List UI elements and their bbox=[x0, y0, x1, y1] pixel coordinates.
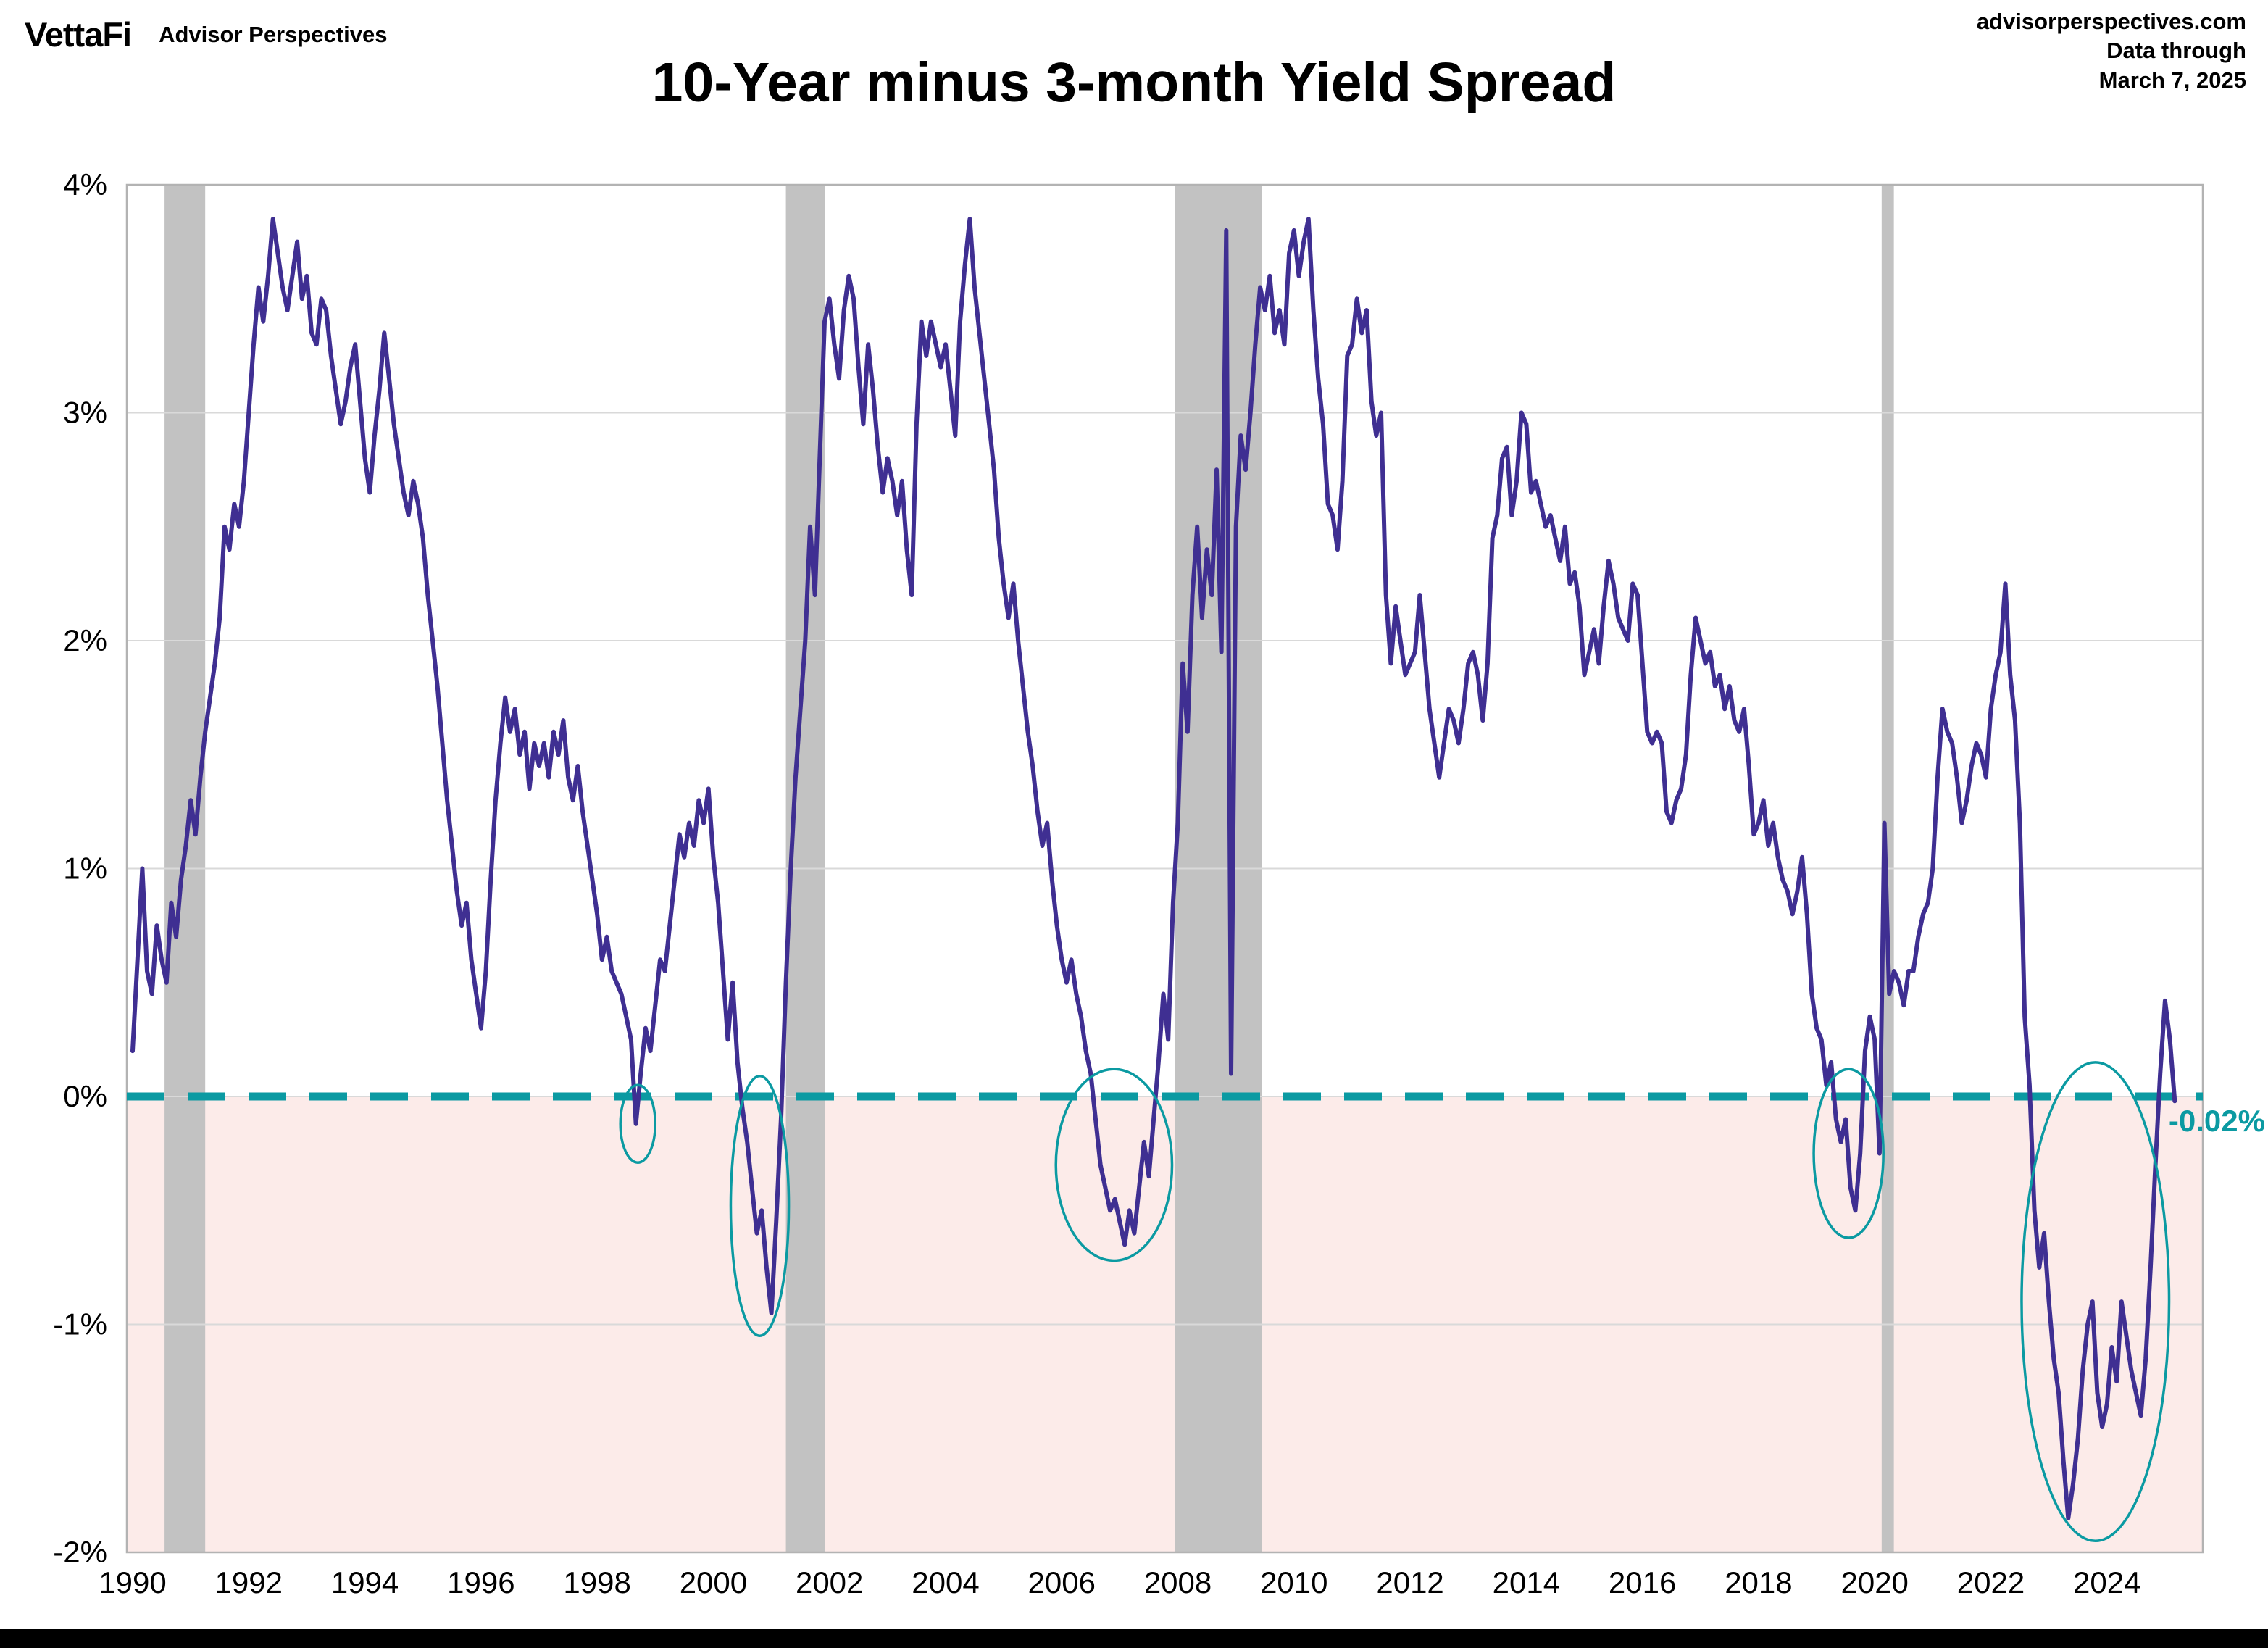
inversion-circle bbox=[2020, 1061, 2171, 1543]
y-tick-label: 3% bbox=[63, 396, 107, 430]
plot-border bbox=[125, 183, 2204, 1554]
x-tick-label: 2020 bbox=[1840, 1565, 1908, 1599]
x-tick-label: 2008 bbox=[1144, 1565, 1212, 1599]
x-tick-label: 2024 bbox=[2073, 1565, 2140, 1599]
y-tick-label: 4% bbox=[63, 167, 107, 201]
y-tick-label: 2% bbox=[63, 623, 107, 657]
x-tick-label: 2018 bbox=[1725, 1565, 1792, 1599]
footer-bar bbox=[0, 1629, 2268, 1648]
x-tick-label: 2016 bbox=[1609, 1565, 1676, 1599]
x-tick-label: 2006 bbox=[1028, 1565, 1096, 1599]
data-through-date: March 7, 2025 bbox=[2098, 67, 2246, 93]
data-through-note: advisorperspectives.com Data through Mar… bbox=[1977, 7, 2246, 95]
x-tick-label: 2004 bbox=[912, 1565, 979, 1599]
x-tick-label: 2022 bbox=[1957, 1565, 2025, 1599]
x-tick-label: 1994 bbox=[331, 1565, 399, 1599]
vettafi-logo-text: VettaFi bbox=[25, 15, 132, 54]
data-through-label: Data through bbox=[2106, 38, 2246, 64]
inversion-circle bbox=[729, 1074, 791, 1337]
x-tick-label: 2014 bbox=[1493, 1565, 1560, 1599]
inversion-circle bbox=[619, 1083, 657, 1164]
x-tick-label: 2012 bbox=[1376, 1565, 1443, 1599]
y-tick-label: 1% bbox=[63, 852, 107, 886]
x-tick-label: 2000 bbox=[680, 1565, 747, 1599]
y-tick-label: -2% bbox=[53, 1535, 107, 1569]
inversion-circle bbox=[1812, 1068, 1885, 1239]
chart-title: 10-Year minus 3-month Yield Spread bbox=[651, 51, 1617, 114]
latest-value-label: -0.02% bbox=[2169, 1104, 2265, 1138]
vettafi-logo: VettaFi Advisor Perspectives bbox=[25, 14, 387, 54]
x-tick-label: 2002 bbox=[796, 1565, 863, 1599]
x-tick-label: 2010 bbox=[1260, 1565, 1327, 1599]
x-tick-label: 1996 bbox=[447, 1565, 514, 1599]
advisor-perspectives-label: Advisor Perspectives bbox=[159, 21, 388, 47]
x-tick-label: 1998 bbox=[563, 1565, 630, 1599]
site-url: advisorperspectives.com bbox=[1976, 9, 2246, 34]
y-tick-label: 0% bbox=[63, 1079, 107, 1113]
x-tick-label: 1990 bbox=[99, 1565, 166, 1599]
inversion-circle bbox=[1054, 1068, 1174, 1262]
spread-line bbox=[130, 217, 2177, 1520]
y-tick-label: -1% bbox=[53, 1307, 107, 1341]
x-tick-label: 1992 bbox=[215, 1565, 283, 1599]
